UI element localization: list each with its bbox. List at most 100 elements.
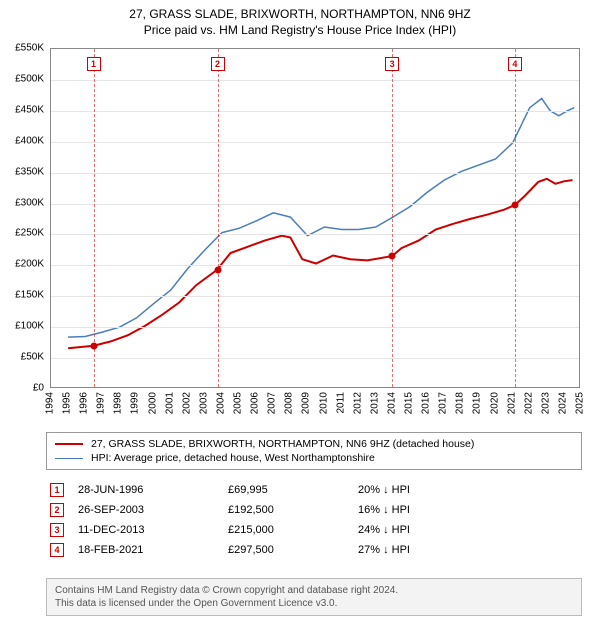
x-axis-label: 2021 bbox=[506, 392, 517, 414]
row-marker-4: 4 bbox=[50, 543, 64, 557]
row-delta: 20% ↓ HPI bbox=[358, 484, 582, 496]
gridline bbox=[51, 142, 579, 143]
x-axis-label: 2023 bbox=[540, 392, 551, 414]
x-axis-label: 2025 bbox=[575, 392, 586, 414]
attribution-footer: Contains HM Land Registry data © Crown c… bbox=[46, 578, 582, 616]
gridline bbox=[51, 358, 579, 359]
down-arrow-icon: ↓ bbox=[383, 484, 389, 496]
x-axis-label: 2010 bbox=[318, 392, 329, 414]
transaction-line bbox=[515, 49, 516, 387]
title-line-2: Price paid vs. HM Land Registry's House … bbox=[0, 22, 600, 38]
x-axis-label: 2011 bbox=[335, 392, 346, 414]
footer-line-1: Contains HM Land Registry data © Crown c… bbox=[55, 584, 573, 597]
x-axis-label: 2014 bbox=[386, 392, 397, 414]
row-date: 28-JUN-1996 bbox=[78, 484, 228, 496]
transaction-marker-3: 3 bbox=[385, 57, 399, 71]
x-axis-label: 2018 bbox=[455, 392, 466, 414]
legend-row-property: 27, GRASS SLADE, BRIXWORTH, NORTHAMPTON,… bbox=[55, 437, 573, 451]
row-marker-2: 2 bbox=[50, 503, 64, 517]
y-axis-label: £350K bbox=[15, 166, 44, 177]
transaction-dot bbox=[90, 342, 97, 349]
x-axis-label: 2001 bbox=[164, 392, 175, 414]
chart-area: 1234 £0£50K£100K£150K£200K£250K£300K£350… bbox=[50, 48, 580, 408]
x-axis-label: 2002 bbox=[181, 392, 192, 414]
row-marker-1: 1 bbox=[50, 483, 64, 497]
transaction-dot bbox=[214, 267, 221, 274]
transaction-marker-2: 2 bbox=[211, 57, 225, 71]
gridline bbox=[51, 265, 579, 266]
table-row: 2 26-SEP-2003 £192,500 16% ↓ HPI bbox=[46, 500, 582, 520]
x-axis-label: 2022 bbox=[523, 392, 534, 414]
y-axis-label: £250K bbox=[15, 228, 44, 239]
y-axis-label: £400K bbox=[15, 135, 44, 146]
transaction-dot bbox=[389, 253, 396, 260]
row-price: £215,000 bbox=[228, 524, 358, 536]
down-arrow-icon: ↓ bbox=[383, 504, 389, 516]
legend-label-hpi: HPI: Average price, detached house, West… bbox=[91, 452, 375, 464]
row-date: 11-DEC-2013 bbox=[78, 524, 228, 536]
x-axis-label: 2016 bbox=[421, 392, 432, 414]
row-marker-3: 3 bbox=[50, 523, 64, 537]
table-row: 1 28-JUN-1996 £69,995 20% ↓ HPI bbox=[46, 480, 582, 500]
x-axis-label: 1997 bbox=[96, 392, 107, 414]
transactions-table: 1 28-JUN-1996 £69,995 20% ↓ HPI 2 26-SEP… bbox=[46, 480, 582, 560]
footer-line-2: This data is licensed under the Open Gov… bbox=[55, 597, 573, 610]
y-axis-label: £150K bbox=[15, 290, 44, 301]
transaction-line bbox=[94, 49, 95, 387]
x-axis-label: 2003 bbox=[198, 392, 209, 414]
gridline bbox=[51, 80, 579, 81]
y-axis-label: £450K bbox=[15, 104, 44, 115]
x-axis-label: 1996 bbox=[79, 392, 90, 414]
table-row: 4 18-FEB-2021 £297,500 27% ↓ HPI bbox=[46, 540, 582, 560]
y-axis-label: £300K bbox=[15, 197, 44, 208]
x-axis-label: 2013 bbox=[369, 392, 380, 414]
x-axis-label: 2024 bbox=[557, 392, 568, 414]
down-arrow-icon: ↓ bbox=[383, 524, 389, 536]
title-block: 27, GRASS SLADE, BRIXWORTH, NORTHAMPTON,… bbox=[0, 0, 600, 38]
x-axis-label: 1994 bbox=[45, 392, 56, 414]
legend-label-property: 27, GRASS SLADE, BRIXWORTH, NORTHAMPTON,… bbox=[91, 438, 474, 450]
legend-swatch-property bbox=[55, 443, 83, 445]
x-axis-label: 2017 bbox=[438, 392, 449, 414]
row-date: 26-SEP-2003 bbox=[78, 504, 228, 516]
row-delta: 16% ↓ HPI bbox=[358, 504, 582, 516]
y-axis-label: £0 bbox=[33, 383, 44, 394]
gridline bbox=[51, 204, 579, 205]
plot-area: 1 2 3 4 bbox=[50, 48, 580, 388]
x-axis-label: 2005 bbox=[233, 392, 244, 414]
x-axis-label: 2009 bbox=[301, 392, 312, 414]
gridline bbox=[51, 296, 579, 297]
x-axis-label: 2020 bbox=[489, 392, 500, 414]
row-price: £192,500 bbox=[228, 504, 358, 516]
transaction-dot bbox=[511, 202, 518, 209]
x-axis-label: 2019 bbox=[472, 392, 483, 414]
row-delta: 27% ↓ HPI bbox=[358, 544, 582, 556]
x-axis-label: 2007 bbox=[267, 392, 278, 414]
title-line-1: 27, GRASS SLADE, BRIXWORTH, NORTHAMPTON,… bbox=[0, 6, 600, 22]
x-axis-label: 1999 bbox=[130, 392, 141, 414]
legend-swatch-hpi bbox=[55, 458, 83, 459]
gridline bbox=[51, 111, 579, 112]
y-axis-label: £550K bbox=[15, 43, 44, 54]
row-price: £297,500 bbox=[228, 544, 358, 556]
down-arrow-icon: ↓ bbox=[383, 544, 389, 556]
table-row: 3 11-DEC-2013 £215,000 24% ↓ HPI bbox=[46, 520, 582, 540]
x-axis-label: 2015 bbox=[404, 392, 415, 414]
transaction-marker-4: 4 bbox=[508, 57, 522, 71]
row-date: 18-FEB-2021 bbox=[78, 544, 228, 556]
x-axis-label: 2004 bbox=[215, 392, 226, 414]
transaction-marker-1: 1 bbox=[87, 57, 101, 71]
gridline bbox=[51, 173, 579, 174]
row-price: £69,995 bbox=[228, 484, 358, 496]
chart-container: 27, GRASS SLADE, BRIXWORTH, NORTHAMPTON,… bbox=[0, 0, 600, 620]
series-svg bbox=[51, 49, 580, 388]
x-axis-label: 2008 bbox=[284, 392, 295, 414]
y-axis-label: £500K bbox=[15, 73, 44, 84]
x-axis-label: 2000 bbox=[147, 392, 158, 414]
y-axis-label: £50K bbox=[21, 352, 44, 363]
y-axis-label: £200K bbox=[15, 259, 44, 270]
gridline bbox=[51, 327, 579, 328]
x-axis-label: 1995 bbox=[62, 392, 73, 414]
x-axis-label: 1998 bbox=[113, 392, 124, 414]
x-axis-label: 2012 bbox=[352, 392, 363, 414]
